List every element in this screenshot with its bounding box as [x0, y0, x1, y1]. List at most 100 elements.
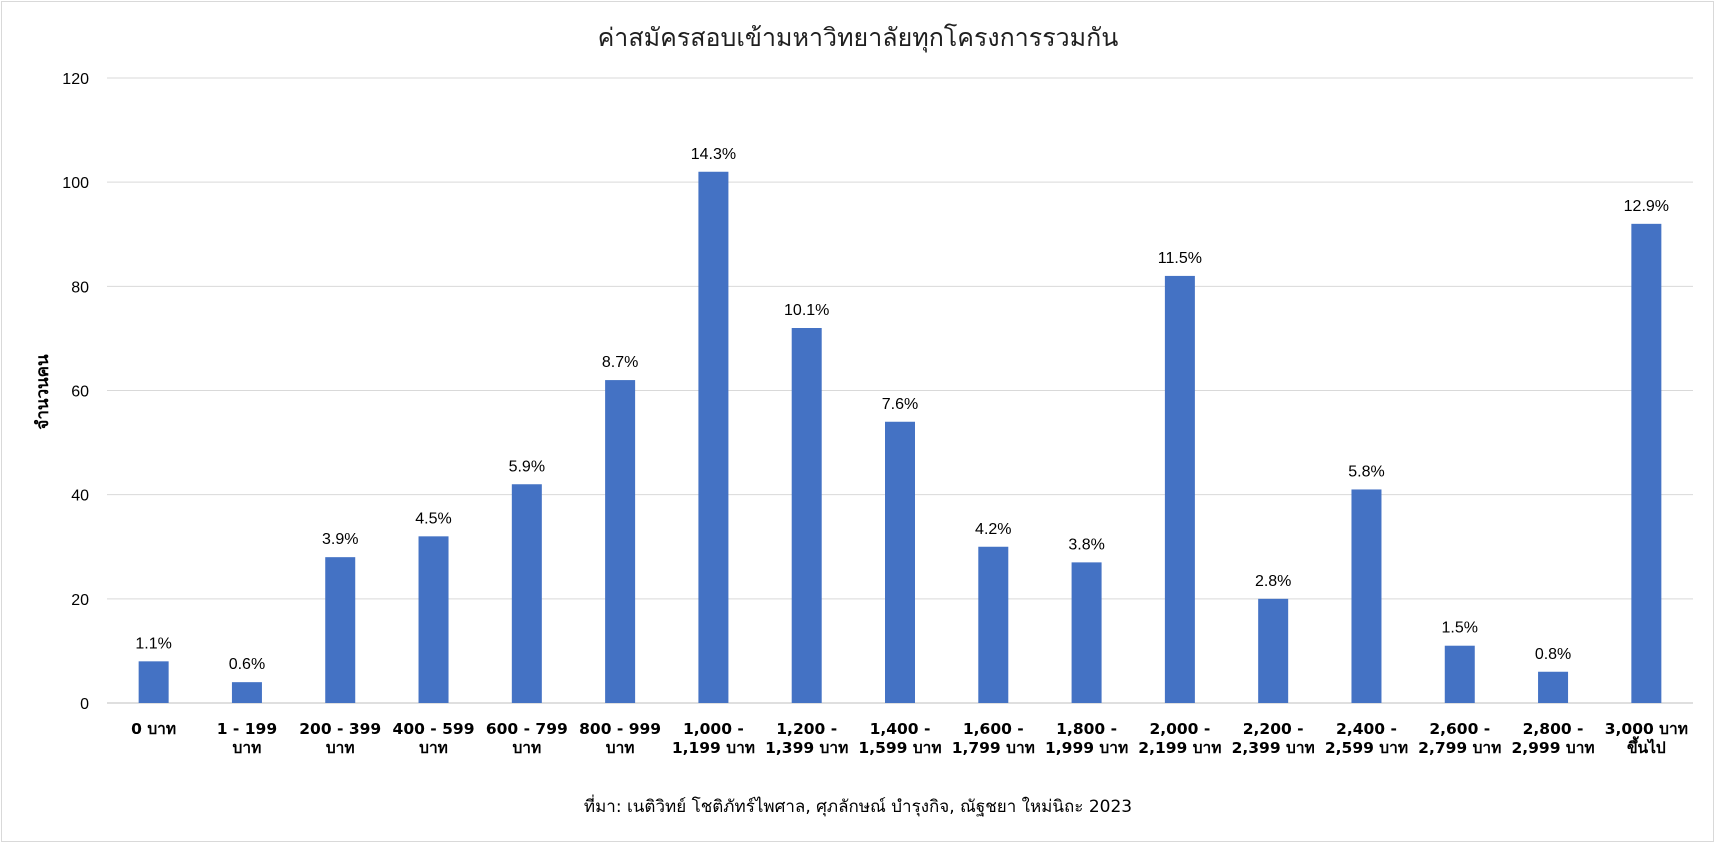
data-label: 4.5%	[415, 510, 451, 527]
y-tick-label: 120	[62, 71, 89, 88]
data-label: 1.5%	[1442, 620, 1478, 637]
bar	[1538, 671, 1569, 703]
data-label: 11.5%	[1158, 250, 1202, 267]
x-category-label-line: บาท	[512, 739, 541, 757]
data-label: 10.1%	[784, 302, 829, 319]
x-category-label: 400 - 599 บาท	[393, 720, 475, 757]
x-category-label: 0 บาท	[131, 720, 176, 738]
x-category-label: 2,800 -2,999 บาท	[1511, 720, 1594, 757]
x-category-label-line: 1,799 บาท	[952, 739, 1035, 757]
data-label: 3.8%	[1068, 536, 1104, 553]
data-label: 0.6%	[229, 656, 265, 673]
data-label: 5.8%	[1348, 463, 1384, 480]
x-category-label-line: 2,999 บาท	[1511, 739, 1594, 757]
bar	[138, 661, 169, 703]
x-category-label-line: 2,400 -	[1336, 720, 1397, 738]
x-category-label-line: 1,200 -	[776, 720, 837, 738]
bar	[698, 171, 729, 703]
x-category-label-line: 0 บาท	[131, 720, 176, 738]
chart-title: ค่าสมัครสอบเข้ามหาวิทยาลัยทุกโครงการรวมก…	[598, 23, 1119, 53]
y-tick-label: 0	[80, 696, 89, 713]
y-tick-label: 80	[71, 279, 89, 296]
bar	[1164, 275, 1195, 703]
x-category-label: 1 - 199 บาท	[217, 720, 277, 757]
bar	[885, 421, 915, 703]
data-label: 3.9%	[322, 531, 358, 548]
data-label: 0.8%	[1535, 646, 1571, 663]
bar	[511, 484, 542, 703]
x-category-label-line: 1,399 บาท	[765, 739, 848, 757]
bar	[1258, 598, 1289, 703]
x-category-label: 600 - 799 บาท	[486, 720, 568, 757]
x-category-label-line: 1,599 บาท	[858, 739, 941, 757]
x-category-label-line: 2,599 บาท	[1325, 739, 1408, 757]
bar	[325, 557, 356, 703]
data-labels: 1.1% 0.6% 3.9% 4.5% 5.9% 8.7% 14.3% 10.1% 7.6% 4.…	[135, 146, 1669, 673]
data-label: 5.9%	[509, 458, 545, 475]
x-category-label-line: 2,199 บาท	[1138, 739, 1221, 757]
data-label: 1.1%	[135, 635, 171, 652]
x-category-label-line: 2,799 บาท	[1418, 739, 1501, 757]
x-category-label-line: 1,999 บาท	[1045, 739, 1128, 757]
x-category-label-line: 1,199 บาท	[672, 739, 755, 757]
bars	[138, 171, 1662, 704]
source-note: ที่มา: เนติวิทย์ โชติภัทร์ไพศาล, ศุภลักษ…	[584, 794, 1132, 817]
bar	[1071, 562, 1102, 703]
x-category-label-line: 1,800 -	[1056, 720, 1117, 738]
x-category-label-line: 1,600 -	[963, 720, 1024, 738]
data-label: 12.9%	[1624, 198, 1669, 215]
x-category-label-line: 2,200 -	[1243, 720, 1304, 738]
x-category-label: 1,200 -1,399 บาท	[765, 720, 848, 757]
x-category-label-line: 1,400 -	[870, 720, 931, 738]
data-label: 4.2%	[975, 521, 1011, 538]
data-label: 7.6%	[882, 396, 918, 413]
bar	[1631, 223, 1662, 704]
x-category-label: 3,000 บาทขึ้นไป	[1605, 720, 1688, 757]
x-category-label-line: 2,600 -	[1429, 720, 1490, 738]
x-category-label: 800 - 999 บาท	[579, 720, 661, 757]
x-category-label-line: 3,000 บาท	[1605, 720, 1688, 738]
x-category-label-line: 2,000 -	[1149, 720, 1210, 738]
y-tick-label: 40	[71, 488, 89, 505]
x-category-label: 2,400 -2,599 บาท	[1325, 720, 1408, 757]
x-category-label: 1,000 -1,199 บาท	[672, 720, 755, 757]
x-category-label-line: บาท	[326, 739, 355, 757]
x-category-label: 2,600 -2,799 บาท	[1418, 720, 1501, 757]
x-category-label: 2,000 -2,199 บาท	[1138, 720, 1221, 757]
bar	[418, 536, 449, 703]
x-category-label-line: 800 - 999	[579, 720, 661, 738]
x-category-label-line: 2,800 -	[1523, 720, 1584, 738]
y-tick-label: 20	[71, 592, 89, 609]
x-category-label-line: 600 - 799	[486, 720, 568, 738]
x-category-label: 200 - 399 บาท	[299, 720, 381, 757]
data-label: 14.3%	[691, 146, 736, 163]
data-label: 2.8%	[1255, 573, 1291, 590]
x-category-label-line: บาท	[233, 739, 262, 757]
x-category-label-line: บาท	[606, 739, 635, 757]
x-category-label-line: 200 - 399	[299, 720, 381, 738]
x-category-label-line: 1,000 -	[683, 720, 744, 738]
x-category-label-line: บาท	[419, 739, 448, 757]
bar	[791, 328, 822, 703]
y-axis-label: จำนวนคน	[33, 354, 53, 430]
x-category-label: 1,600 -1,799 บาท	[952, 720, 1035, 757]
y-tick-label: 60	[71, 384, 89, 401]
bar	[1444, 645, 1475, 703]
x-category-label-line: ขึ้นไป	[1627, 736, 1666, 757]
y-axis-ticks: 0 20 40 60 80 100 120	[62, 71, 89, 713]
bar	[231, 682, 262, 703]
data-label: 8.7%	[602, 354, 638, 371]
x-category-label: 2,200 -2,399 บาท	[1232, 720, 1315, 757]
bar	[605, 380, 636, 703]
x-category-label: 1,800 -1,999 บาท	[1045, 720, 1128, 757]
x-category-label-line: 2,399 บาท	[1232, 739, 1315, 757]
y-tick-label: 100	[62, 175, 89, 192]
gridlines	[107, 77, 1693, 704]
x-category-label-line: 1 - 199	[217, 720, 277, 738]
x-category-label: 1,400 -1,599 บาท	[858, 720, 941, 757]
x-category-label-line: 400 - 599	[393, 720, 475, 738]
bar	[978, 546, 1009, 703]
